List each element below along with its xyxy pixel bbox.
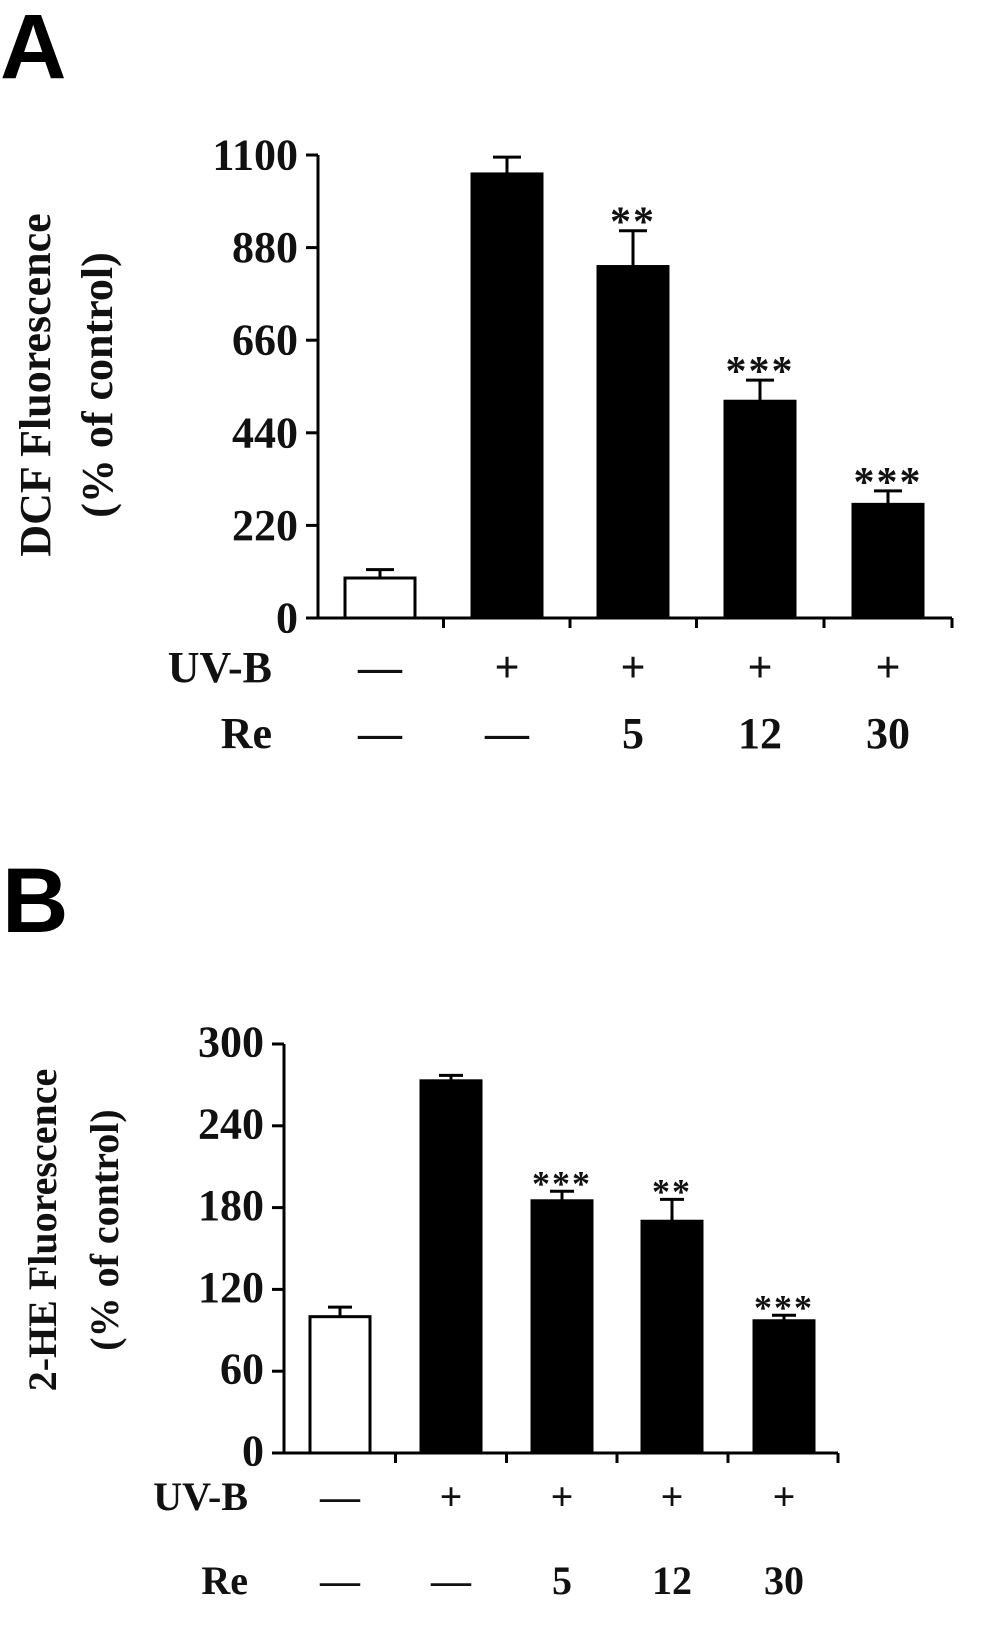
treatment-value: +	[773, 1474, 796, 1519]
y-tick-label: 440	[232, 408, 298, 457]
y-axis-label: (% of control)	[82, 1109, 127, 1350]
significance-mark: **	[652, 1172, 692, 1212]
treatment-value: 30	[866, 709, 910, 758]
treatment-value: +	[551, 1474, 574, 1519]
treatment-value: —	[319, 1558, 361, 1603]
y-tick-label: 1100	[212, 131, 298, 180]
treatment-value: +	[875, 643, 900, 692]
y-tick-label: 0	[242, 1427, 264, 1476]
y-tick-label: 180	[198, 1181, 264, 1230]
treatment-value: 30	[764, 1558, 804, 1603]
bar	[723, 399, 797, 620]
significance-mark: ***	[754, 1288, 814, 1328]
treatment-value: —	[357, 643, 403, 692]
bar	[851, 502, 925, 620]
bar	[596, 265, 670, 620]
y-tick-label: 660	[232, 316, 298, 365]
treatment-value: 5	[552, 1558, 572, 1603]
treatment-value: +	[440, 1474, 463, 1519]
treatment-value: —	[357, 709, 403, 758]
y-axis-label: 2-HE Fluorescence	[20, 1069, 65, 1392]
treatment-value: +	[747, 643, 772, 692]
bar	[640, 1219, 704, 1455]
treatment-row-label: UV-B	[153, 1474, 248, 1519]
treatment-value: 5	[622, 709, 644, 758]
y-tick-label: 120	[198, 1263, 264, 1312]
y-tick-label: 0	[276, 594, 298, 643]
treatment-value: —	[319, 1474, 361, 1519]
bar	[419, 1079, 483, 1455]
bar	[752, 1319, 816, 1455]
y-tick-label: 880	[232, 223, 298, 272]
treatment-value: —	[484, 709, 530, 758]
treatment-row-label: Re	[221, 709, 272, 758]
y-tick-label: 60	[220, 1345, 264, 1394]
treatment-row-label: UV-B	[168, 643, 272, 692]
y-tick-label: 300	[198, 1018, 264, 1067]
bar	[470, 172, 544, 620]
treatment-value: —	[430, 1558, 472, 1603]
y-axis-label: DCF Fluorescence	[11, 213, 60, 556]
treatment-value: +	[494, 643, 519, 692]
significance-mark: **	[610, 200, 656, 246]
panel-letter-b: B	[2, 850, 68, 952]
y-tick-label: 220	[232, 501, 298, 550]
treatment-row-label: Re	[201, 1558, 248, 1603]
y-axis-label: (% of control)	[73, 252, 122, 518]
significance-mark: ***	[532, 1163, 592, 1203]
treatment-value: 12	[652, 1558, 692, 1603]
treatment-value: 12	[738, 709, 782, 758]
bar	[308, 1315, 372, 1455]
significance-mark: ***	[854, 460, 923, 506]
bar	[530, 1199, 594, 1455]
bar	[343, 576, 417, 620]
significance-mark: ***	[726, 349, 795, 395]
treatment-value: +	[661, 1474, 684, 1519]
y-tick-label: 240	[198, 1099, 264, 1148]
treatment-value: +	[620, 643, 645, 692]
panel-letter-a: A	[0, 0, 66, 98]
